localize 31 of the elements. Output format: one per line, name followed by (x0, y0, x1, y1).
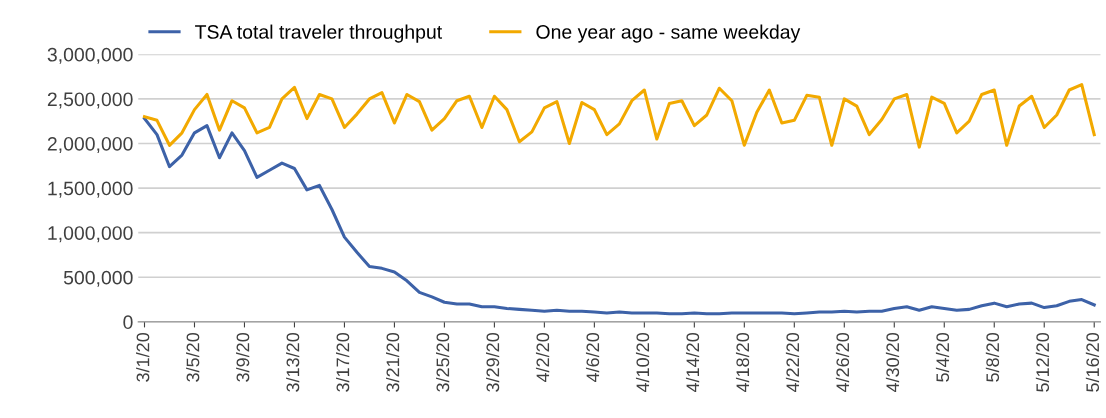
x-tick-label: 4/18/20 (735, 332, 750, 393)
x-tick-label: 4/14/20 (685, 332, 700, 393)
x-tick-label: 3/17/20 (336, 332, 350, 392)
x-tick-label: 3/1/20 (136, 332, 150, 382)
x-tick-label: 4/26/20 (835, 332, 850, 393)
x-tick-label: 3/5/20 (186, 332, 200, 382)
x-tick-label: 4/30/20 (885, 332, 900, 393)
x-tick-label: 4/2/20 (535, 332, 550, 383)
y-tick-label: 3,000,000 (47, 47, 133, 64)
y-tick-label: 2,500,000 (47, 92, 133, 109)
line-series (142, 83, 1096, 149)
legend-label: One year ago - same weekday (536, 24, 801, 43)
x-tick-label: 3/29/20 (485, 332, 500, 392)
y-tick-label: 500,000 (63, 270, 133, 287)
y-tick-label: 2,000,000 (47, 136, 133, 154)
y-tick-label: 1,000,000 (48, 226, 133, 243)
y-tick-label: 0 (123, 315, 133, 330)
x-tick-label: 5/12/20 (1035, 332, 1050, 392)
x-tick-label: 5/4/20 (935, 332, 950, 382)
x-tick-label: 4/22/20 (785, 332, 800, 393)
x-tick-label: 4/10/20 (635, 332, 650, 393)
x-tick-label: 3/21/20 (386, 332, 400, 392)
legend-label: TSA total traveler throughput (195, 24, 443, 43)
x-tick-label: 5/8/20 (985, 332, 1000, 382)
x-tick-label: 3/25/20 (436, 332, 450, 392)
x-tick-label: 5/16/20 (1085, 332, 1100, 392)
x-tick-label: 3/13/20 (286, 332, 300, 392)
line-series (142, 117, 1096, 316)
x-tick-label: 3/9/20 (236, 332, 250, 382)
y-tick-label: 1,500,000 (48, 181, 133, 198)
x-tick-label: 4/6/20 (585, 332, 600, 383)
